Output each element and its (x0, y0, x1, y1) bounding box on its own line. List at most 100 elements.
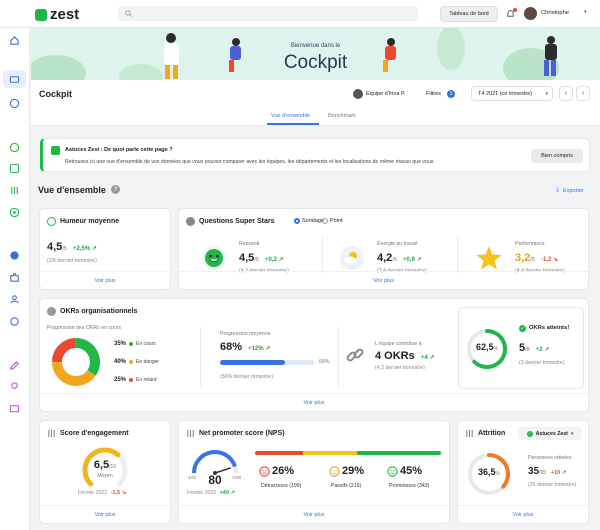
nps-bar-segment-1 (303, 451, 358, 455)
share-icon[interactable] (9, 316, 20, 327)
bulb-icon[interactable] (9, 381, 20, 392)
attrition-title: Attrition (478, 430, 506, 437)
okr-contrib-value-row: 4 OKRs +4 ↗ (375, 350, 434, 362)
nps-gauge-needle (214, 467, 231, 474)
passives-pct: 29% (342, 465, 365, 477)
avatar[interactable] (524, 7, 537, 20)
team-selector[interactable]: Equipe d'Irina P. (353, 87, 419, 101)
pen-icon[interactable] (9, 360, 20, 371)
dashboard-button[interactable]: Tableau de bord (440, 6, 498, 22)
engagement-value-row: 6,5/10 (80, 459, 130, 471)
mail-icon[interactable] (9, 403, 20, 414)
engagement-card: Score d'engagement 6,5/10 Moyen Février … (39, 420, 171, 524)
smile-icon[interactable] (9, 142, 20, 153)
section-title: Vue d'ensemble (38, 185, 106, 195)
mood-value: 4,5 (47, 241, 63, 253)
okr-title: OKRs organisationnels (60, 308, 138, 315)
period-value: T4 2021 (ce trimestre) (478, 90, 533, 97)
sliders-icon[interactable] (9, 185, 20, 196)
detractors-pct: 26% (272, 465, 295, 477)
superstars-see-more[interactable]: Voir plus (372, 278, 395, 284)
attrition-count-row: 35/95 +10 ↗ (528, 466, 566, 477)
banner-title: Cockpit (283, 52, 348, 73)
cockpit-icon[interactable] (9, 74, 20, 85)
sidebar-active-bg (3, 70, 26, 88)
checkbox-icon[interactable] (9, 163, 20, 174)
okr-achieved-pct-row: 62,5% (465, 342, 509, 352)
tab-overview[interactable]: Vue d'ensemble (271, 113, 311, 119)
mood-value-row: 4,5/5 +2,5% ↗ (47, 241, 97, 253)
attrition-tips-button[interactable]: ✓ Astuces Zest ▾ (518, 427, 582, 440)
okr-legend-dot-2 (129, 378, 133, 382)
radio-point[interactable]: Point (322, 218, 343, 224)
nps-gauge-track (192, 450, 238, 474)
okr-card: OKRs organisationnels Progression des OK… (39, 298, 589, 412)
engagement-value: 6,5 (93, 459, 110, 471)
mood-see-more[interactable]: Voir plus (94, 278, 116, 284)
promoters-label: Promoteurs (343) (389, 483, 430, 489)
prev-period-button[interactable]: ‹ (559, 86, 573, 101)
banner: Bienvenue dans le Cockpit (31, 28, 600, 80)
nps-up-arrow-icon: ↗ (228, 490, 236, 496)
compass-icon[interactable] (9, 98, 20, 109)
tab-benchmark[interactable]: Benchmark (328, 113, 356, 119)
notification-dot (513, 8, 517, 12)
engagement-gauge-fill (82, 447, 121, 487)
filters-button[interactable]: Filtres 1 (426, 87, 466, 101)
help-icon[interactable]: ? (111, 185, 120, 194)
home-icon[interactable] (9, 35, 20, 46)
okr-avg-bar-fill (220, 360, 285, 365)
okr-avg-label: Progression moyenne (220, 331, 271, 337)
mood-up-arrow-icon: ↗ (90, 246, 97, 252)
superstars-divider-2 (457, 237, 458, 273)
chevron-right-icon: › (581, 90, 585, 97)
dashboard-button-label: Tableau de bord (449, 11, 489, 17)
chevron-down-icon[interactable]: ▾ (584, 9, 587, 15)
okr-gauge-fill (472, 329, 507, 369)
topbar: zest Tableau de bord Christophe ▾ (0, 0, 600, 28)
okr-achieved-prev: (3 dernier trimestre) (519, 360, 565, 366)
brand-logo[interactable]: zest (35, 6, 79, 23)
export-button[interactable]: ⇩ Exporter (555, 187, 584, 195)
nps-date: Février 2022 (187, 490, 217, 496)
performance-unit: /5 (530, 257, 535, 263)
attrition-see-more[interactable]: Voir plus (512, 512, 534, 518)
radio-sondage-label: Sondage (302, 218, 325, 224)
okr-see-more[interactable]: Voir plus (303, 400, 325, 406)
target-icon[interactable] (9, 207, 20, 218)
tip-icon (51, 146, 60, 155)
engagement-sliders-icon (48, 429, 55, 438)
mood-unit: /5 (62, 246, 67, 252)
nps-title: Net promoter score (NPS) (199, 430, 285, 437)
okr-legend-pct-1: 40% (114, 359, 127, 365)
attrition-tips-check-icon: ✓ (526, 430, 533, 437)
ressenti-up-arrow-icon: ↗ (276, 257, 284, 263)
superstars-separator (179, 271, 588, 272)
attrition-prev: (25 dernier trimestre) (528, 482, 577, 488)
tip-dismiss-button[interactable]: Bien compris (531, 149, 583, 163)
puzzle-icon[interactable] (9, 272, 20, 283)
brand-logo-icon (35, 8, 47, 21)
period-select[interactable]: T4 2021 (ce trimestre) ▾ (471, 86, 553, 101)
ressenti-smile-icon (202, 246, 226, 270)
nps-see-more[interactable]: Voir plus (303, 512, 325, 518)
okr-achieved-check-icon: ✓ (519, 325, 526, 332)
okr-separator (40, 393, 588, 394)
engagement-see-more[interactable]: Voir plus (94, 512, 116, 518)
users-icon[interactable] (9, 294, 20, 305)
okr-legend-pct-0: 35% (114, 341, 127, 347)
bell-icon[interactable] (506, 9, 515, 19)
energy-weather-icon (340, 246, 364, 270)
nps-card: Net promoter score (NPS) -100 +100 80 Fé… (178, 420, 450, 524)
team-avatar (353, 89, 363, 99)
attrition-value: 36,5 (478, 467, 496, 477)
promoters-pct: 45% (400, 465, 423, 477)
okr-donut-segment-0 (75, 338, 100, 376)
radio-sondage[interactable]: Sondage (294, 218, 324, 224)
engagement-title: Score d'engagement (60, 430, 129, 437)
attrition-tips-label: Astuces Zest (535, 430, 568, 437)
search-input[interactable] (118, 6, 418, 21)
attrition-count-unit: /95 (539, 470, 547, 476)
next-period-button[interactable]: › (576, 86, 590, 101)
globe-icon[interactable] (9, 250, 20, 261)
